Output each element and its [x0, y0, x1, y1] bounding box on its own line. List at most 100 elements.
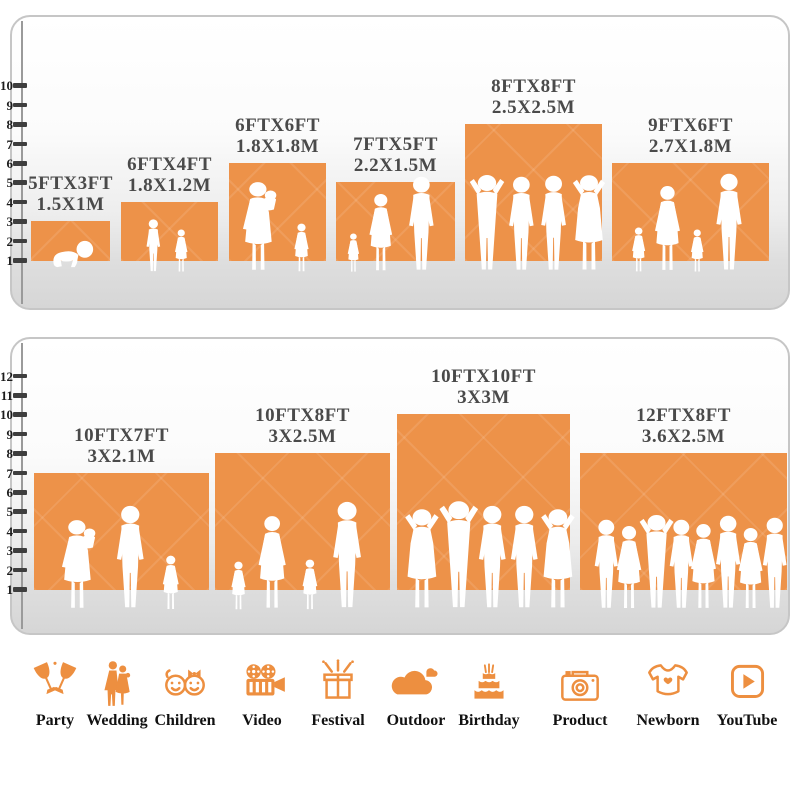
axis-tick-label: 6: [6, 156, 14, 171]
category-label: Children: [154, 712, 216, 729]
children-faces-icon: [165, 669, 205, 696]
bar-size-label: 7FTX5FT 2.2X1.5M: [301, 134, 491, 176]
axis-tick: [13, 528, 27, 534]
size-feet: 10FTX7FT: [74, 424, 169, 446]
bar-size-label: 9FTX6FT 2.7X1.8M: [596, 115, 786, 157]
axis-tick-label: 11: [0, 388, 13, 403]
axis-tick: [13, 470, 27, 476]
figure-crawling-baby: [47, 239, 95, 269]
gift-box-icon: [322, 659, 354, 699]
axis-tick-label: 1: [6, 582, 14, 597]
backdrop-bar-10ftx8ft: [215, 453, 390, 590]
category-label: Festival: [311, 712, 365, 729]
size-feet: 10FTX10FT: [431, 366, 536, 388]
bar-size-label: 10FTX10FT 3X3M: [389, 366, 579, 408]
figure-woman: [252, 515, 292, 611]
size-meters: 3X2.5M: [268, 426, 337, 448]
axis-tick: [13, 373, 27, 379]
axis-tick-label: 6: [6, 485, 14, 500]
axis-tick: [13, 587, 27, 592]
category-festival: Festival: [286, 658, 390, 730]
size-meters: 3X2.1M: [87, 445, 156, 467]
axis-tick: [13, 219, 27, 224]
backdrop-bar-6ftx6ft: [229, 163, 326, 261]
axis-tick-label: 10: [0, 78, 13, 94]
axis-tick-label: 7: [6, 465, 14, 481]
size-meters: 2.5X2.5M: [491, 97, 576, 119]
size-feet: 8FTX8FT: [491, 76, 576, 98]
category-product: Product: [528, 658, 632, 730]
axis-tick-label: 9: [6, 97, 14, 113]
small-medium-panel-top: 1 2 3 4 5 6 7 8 9 10 5FTX3FT 1.5X1M 6FTX4FT 1.8X1.2M 6…: [0, 15, 790, 310]
axis-tick: [13, 238, 27, 244]
figure-woman-holding-baby: [57, 519, 101, 611]
figure-woman: [649, 185, 686, 273]
figure-woman-posing: [566, 173, 612, 273]
play-button-icon: [731, 664, 765, 698]
axis-tick-label: 2: [6, 233, 14, 249]
figure-girl: [291, 223, 312, 273]
axis-tick: [13, 258, 27, 263]
category-label: Outdoor: [386, 712, 446, 729]
axis-tick: [13, 431, 27, 437]
figure-girl: [159, 555, 183, 611]
photo-camera-icon: [561, 670, 599, 701]
figure-boy: [142, 219, 165, 273]
axis-tick: [13, 180, 27, 185]
size-meters: 2.2X1.5M: [353, 155, 438, 177]
wedding-couple-icon: [104, 661, 131, 706]
category-label: Wedding: [86, 712, 148, 729]
bar-size-label: 12FTX8FT 3.6X2.5M: [589, 405, 779, 447]
size-feet: 9FTX6FT: [648, 115, 733, 136]
size-meters: 1.8X1.8M: [235, 136, 320, 157]
axis-tick: [13, 509, 27, 514]
video-camera-icon: [246, 664, 285, 696]
axis-tick-label: 9: [6, 426, 14, 442]
small-medium-panel-bottom: 1 2 3 4 5 6 7 8 9 10 11 12 10FTX7FT 3X2.1M 10FTX8FT 3X2…: [0, 337, 790, 635]
axis-tick: [13, 412, 27, 417]
category-label: YouTube: [716, 712, 778, 729]
axis-tick: [13, 199, 27, 205]
axis-tick: [13, 548, 27, 553]
category-video: Video: [210, 658, 314, 730]
bar-size-label: 8FTX8FT 2.5X2.5M: [439, 76, 629, 118]
figure-man: [324, 501, 370, 611]
figure-toddler: [228, 561, 249, 611]
size-feet: 6FTX4FT: [127, 153, 212, 175]
axis-tick: [13, 161, 27, 166]
category-wedding: Wedding: [65, 658, 169, 730]
category-label: Newborn: [636, 712, 700, 729]
axis-tick-label: 2: [6, 562, 14, 578]
axis-tick-label: 4: [6, 194, 14, 210]
size-meters: 3.6X2.5M: [641, 426, 726, 448]
cloud-icon: [391, 668, 438, 695]
axis-tick-label: 1: [6, 253, 14, 268]
figure-woman: [364, 193, 398, 273]
axis-tick: [13, 451, 27, 456]
axis-tick-label: 7: [6, 136, 14, 152]
figure-man: [108, 505, 153, 611]
size-feet: 6FTX6FT: [235, 115, 320, 136]
party-glasses-icon: [33, 661, 77, 695]
figure-girl: [629, 227, 648, 273]
category-label: Birthday: [458, 712, 520, 729]
axis-tick: [13, 141, 27, 147]
axis-tick-label: 5: [6, 175, 14, 191]
axis-tick-label: 3: [6, 543, 14, 559]
axis-tick: [13, 102, 27, 108]
y-axis-line: [21, 343, 23, 629]
axis-tick-label: 10: [0, 407, 13, 423]
figure-man: [755, 517, 794, 611]
figure-woman-posing: [534, 507, 582, 611]
figure-girl: [688, 229, 706, 273]
figure-woman-holding-baby: [238, 181, 282, 273]
category-outdoor: Outdoor: [364, 658, 468, 730]
figure-girl: [172, 229, 190, 273]
figure-girl: [299, 559, 321, 611]
axis-tick: [13, 83, 27, 88]
category-newborn: Newborn: [616, 658, 720, 730]
axis-tick: [13, 122, 27, 127]
category-youtube: YouTube: [695, 658, 799, 730]
category-birthday: Birthday: [437, 658, 541, 730]
